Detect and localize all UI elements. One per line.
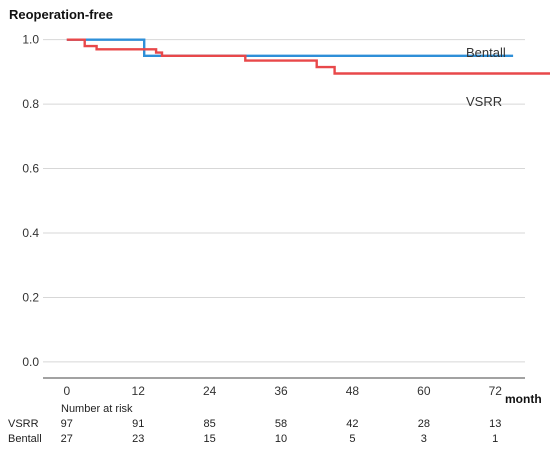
y-axis-label: Reoperation-free xyxy=(9,7,113,22)
risk-value: 27 xyxy=(61,433,73,445)
series-line-bentall xyxy=(66,38,514,57)
risk-table-title: Number at risk xyxy=(61,403,133,415)
series-label-vsrr: VSRR xyxy=(466,94,502,109)
x-tick-label: 60 xyxy=(417,384,431,398)
risk-value: 15 xyxy=(203,433,215,445)
y-tick-label: 0.6 xyxy=(22,162,39,176)
risk-row-label: Bentall xyxy=(8,433,42,445)
risk-value: 28 xyxy=(418,418,430,430)
risk-value: 58 xyxy=(275,418,287,430)
y-tick-label: 0.4 xyxy=(22,226,39,240)
x-tick-label: 24 xyxy=(203,384,217,398)
risk-value: 10 xyxy=(275,433,287,445)
series-line-vsrr xyxy=(66,38,550,75)
y-tick-label: 0.8 xyxy=(22,97,39,111)
risk-value: 5 xyxy=(349,433,355,445)
y-tick-label: 1.0 xyxy=(22,33,39,47)
series-lines xyxy=(66,38,550,75)
risk-value: 91 xyxy=(132,418,144,430)
x-tick-label: 36 xyxy=(274,384,288,398)
y-tick-label: 0.0 xyxy=(22,355,39,369)
y-tick-labels: 0.0 0.2 0.4 0.6 0.8 1.0 xyxy=(22,33,39,369)
risk-table: VSRR 97 91 85 58 42 28 13 Bentall 27 23 15 10 5 3 1 xyxy=(8,418,501,445)
x-tick-label: 0 xyxy=(63,384,70,398)
risk-value: 85 xyxy=(203,418,215,430)
y-tick-label: 0.2 xyxy=(22,290,39,304)
risk-value: 97 xyxy=(61,418,73,430)
risk-value: 1 xyxy=(492,433,498,445)
risk-value: 3 xyxy=(421,433,427,445)
x-tick-label: 12 xyxy=(132,384,146,398)
risk-row-label: VSRR xyxy=(8,418,39,430)
x-axis-label: month xyxy=(505,392,542,406)
x-tick-label: 48 xyxy=(346,384,360,398)
risk-value: 23 xyxy=(132,433,144,445)
x-tick-labels: 0 12 24 36 48 60 72 xyxy=(63,384,502,398)
x-tick-label: 72 xyxy=(489,384,503,398)
risk-value: 42 xyxy=(346,418,358,430)
series-label-bentall: Bentall xyxy=(466,45,506,60)
grid-lines xyxy=(43,39,525,363)
risk-value: 13 xyxy=(489,418,501,430)
